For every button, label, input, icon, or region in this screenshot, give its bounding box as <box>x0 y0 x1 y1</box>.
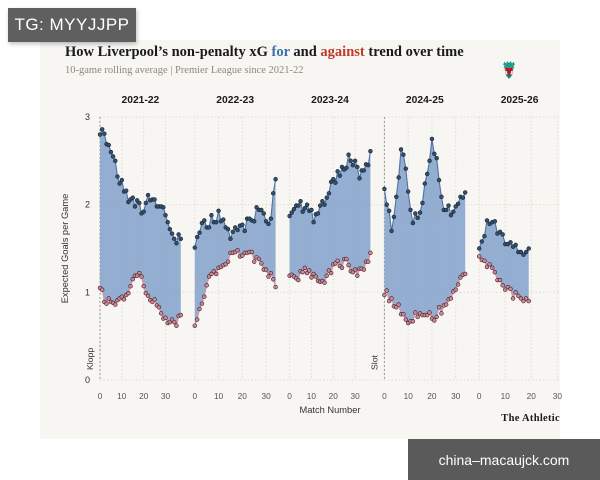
svg-text:0: 0 <box>477 391 482 401</box>
svg-text:10: 10 <box>214 391 224 401</box>
svg-text:30: 30 <box>161 391 171 401</box>
svg-text:20: 20 <box>329 391 339 401</box>
svg-text:2022-23: 2022-23 <box>216 95 254 106</box>
svg-text:0: 0 <box>98 391 103 401</box>
svg-text:10: 10 <box>404 391 414 401</box>
svg-text:20: 20 <box>238 391 248 401</box>
svg-text:2025-26: 2025-26 <box>501 95 539 106</box>
svg-text:2: 2 <box>85 200 90 210</box>
svg-text:20: 20 <box>527 391 537 401</box>
svg-text:Match Number: Match Number <box>300 405 361 415</box>
svg-text:2021-22: 2021-22 <box>122 95 160 106</box>
svg-text:0: 0 <box>287 391 292 401</box>
svg-text:2024-25: 2024-25 <box>406 95 444 106</box>
svg-text:30: 30 <box>261 391 271 401</box>
svg-text:20: 20 <box>427 391 437 401</box>
svg-text:0: 0 <box>85 375 90 385</box>
svg-text:20: 20 <box>139 391 149 401</box>
svg-text:0: 0 <box>192 391 197 401</box>
svg-text:30: 30 <box>350 391 360 401</box>
svg-text:Slot: Slot <box>369 354 379 370</box>
svg-text:0: 0 <box>382 391 387 401</box>
svg-text:30: 30 <box>451 391 461 401</box>
svg-text:Klopp: Klopp <box>85 348 95 370</box>
svg-text:10: 10 <box>117 391 127 401</box>
svg-text:10: 10 <box>307 391 317 401</box>
svg-text:3: 3 <box>85 112 90 122</box>
svg-text:1: 1 <box>85 287 90 297</box>
svg-text:10: 10 <box>501 391 511 401</box>
svg-text:2023-24: 2023-24 <box>311 95 349 106</box>
svg-text:Expected Goals per Game: Expected Goals per Game <box>60 194 70 304</box>
svg-text:30: 30 <box>553 391 563 401</box>
